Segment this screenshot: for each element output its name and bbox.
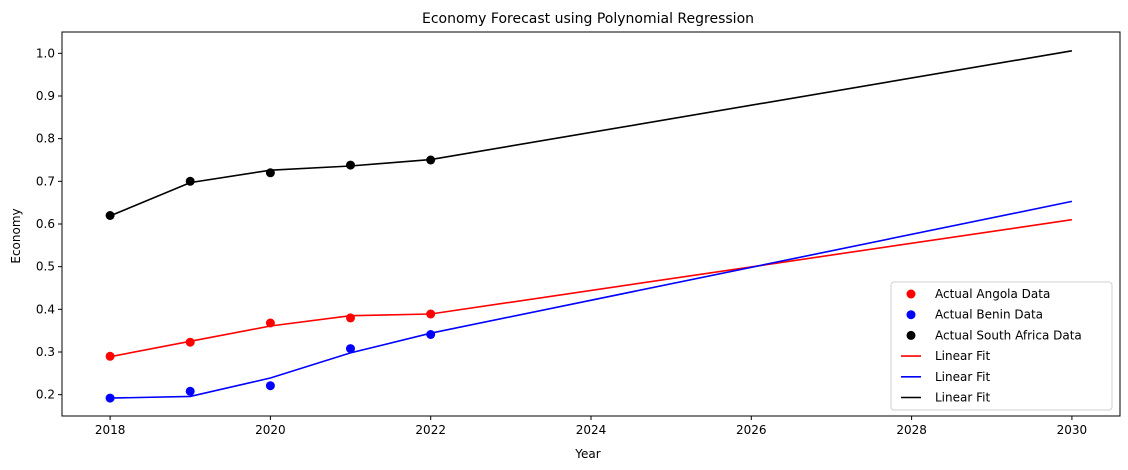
x-tick-label: 2022	[415, 423, 446, 437]
data-point-series-0	[346, 313, 355, 323]
legend-label: Linear Fit	[935, 391, 990, 405]
fit-line-0	[109, 218, 1073, 358]
y-tick-label: 0.5	[36, 260, 55, 274]
data-point-series-0	[426, 309, 436, 319]
legend: Actual Angola Data Actual Benin Data Actua…	[890, 281, 1113, 411]
legend-marker	[906, 310, 916, 320]
x-tick-label: 2024	[576, 423, 607, 437]
y-tick-label: 0.4	[36, 302, 55, 316]
legend-label: Actual Angola Data	[935, 287, 1050, 301]
data-point-series-2	[426, 155, 436, 165]
data-point-series-2	[105, 211, 115, 220]
x-tick-label: 2018	[95, 423, 126, 437]
fit-lines	[109, 50, 1073, 399]
data-point-series-0	[185, 337, 195, 347]
data-point-series-2	[346, 160, 355, 170]
y-tick-label: 0.8	[36, 132, 55, 146]
x-axis-label: Year	[574, 447, 600, 461]
data-point-series-1	[105, 393, 115, 403]
data-point-series-2	[185, 176, 195, 186]
x-tick-label: 2028	[896, 423, 927, 437]
legend-marker	[906, 289, 916, 299]
axis-ticks: 2018 2020 2022 2024 2026 2028 2030 0.2 0.3 0.4 0.5…	[36, 46, 1087, 437]
data-points	[105, 155, 436, 403]
legend-box	[890, 281, 1113, 411]
fit-line-1	[110, 200, 1073, 399]
y-tick-label: 1.0	[36, 46, 55, 60]
chart-title: Economy Forecast using Polynomial Regres…	[422, 11, 754, 27]
data-point-series-0	[105, 351, 115, 361]
data-point-series-1	[185, 386, 195, 396]
y-tick-label: 0.6	[36, 217, 55, 231]
x-tick-label: 2026	[736, 423, 767, 437]
data-point-series-0	[265, 318, 275, 328]
data-point-series-1	[265, 381, 275, 391]
data-point-series-1	[426, 330, 436, 339]
data-point-series-1	[346, 344, 355, 354]
legend-marker	[906, 330, 916, 340]
y-axis-label: Economy	[9, 208, 23, 263]
y-tick-label: 0.7	[36, 174, 55, 188]
y-tick-label: 0.2	[36, 388, 55, 402]
legend-label: Linear Fit	[935, 349, 990, 363]
y-tick-label: 0.9	[36, 89, 55, 103]
data-point-series-2	[265, 168, 275, 178]
x-tick-label: 2020	[255, 423, 286, 437]
y-tick-label: 0.3	[36, 345, 55, 359]
fit-line-2	[109, 50, 1073, 217]
x-tick-label: 2030	[1057, 423, 1088, 437]
legend-label: Actual South Africa Data	[935, 328, 1082, 342]
legend-label: Actual Benin Data	[935, 308, 1043, 322]
legend-label: Linear Fit	[935, 370, 990, 384]
